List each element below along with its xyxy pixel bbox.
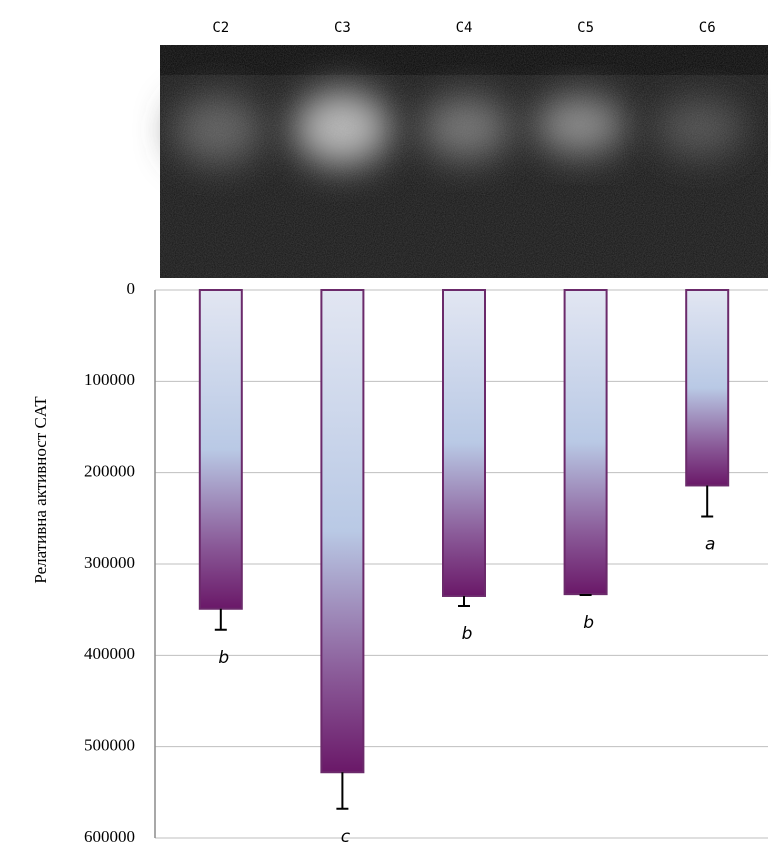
significance-letter: b	[218, 648, 229, 668]
error-bar	[701, 485, 714, 518]
bar	[563, 289, 608, 596]
bar	[442, 289, 486, 597]
y-tick-label: 500000	[84, 736, 135, 755]
error-bar	[458, 595, 470, 608]
error-bar	[579, 594, 592, 597]
significance-letter: c	[341, 827, 351, 847]
y-axis-label: Релативна активност CAT	[31, 396, 50, 584]
bar	[685, 289, 730, 487]
significance-letter: b	[583, 613, 594, 633]
x-tick-label: C4	[456, 20, 473, 36]
y-tick-label: 0	[127, 279, 136, 298]
y-tick-label: 300000	[84, 553, 135, 572]
gel-image	[160, 45, 768, 278]
significance-letter: b	[462, 624, 473, 644]
x-tick-label: C3	[334, 20, 351, 36]
y-tick-label: 400000	[84, 644, 135, 663]
x-tick-label: C6	[699, 20, 716, 36]
x-tick-label: C5	[577, 20, 594, 36]
significance-letter: a	[705, 535, 715, 555]
y-tick-label: 100000	[84, 370, 135, 389]
bar	[198, 289, 243, 610]
y-tick-label: 600000	[84, 827, 135, 846]
bar	[320, 289, 365, 774]
y-tick-label: 200000	[84, 462, 135, 481]
error-bar	[214, 608, 227, 631]
x-tick-label: C2	[212, 20, 229, 36]
error-bar	[336, 772, 349, 810]
